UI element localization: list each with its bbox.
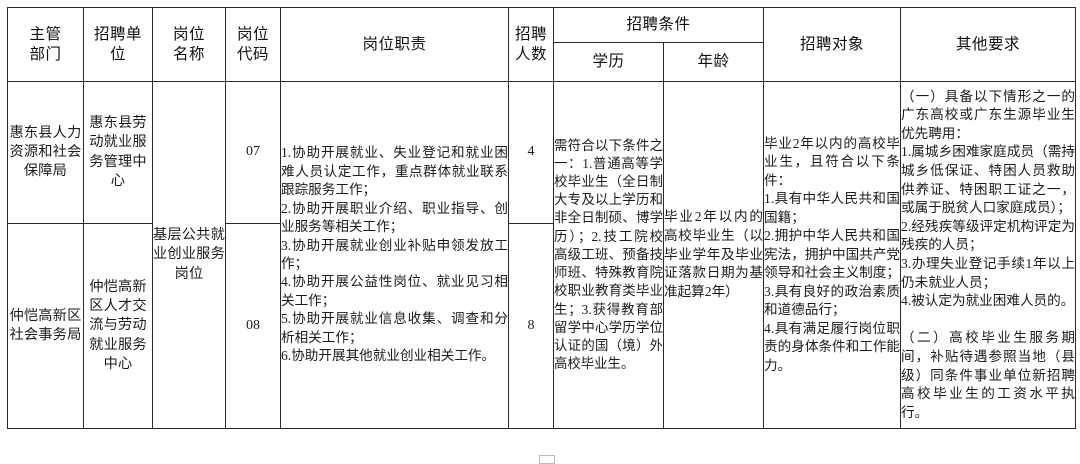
table-row: 仲恺高新区社会事务局 仲恺高新区人才交流与劳动就业服务中心 08 8 — [7, 223, 1076, 429]
cell-dept-2: 仲恺高新区社会事务局 — [7, 223, 84, 429]
header-dept: 主管 部门 — [7, 7, 84, 82]
table-header: 主管 部门 招聘单 位 岗位 名称 岗位 代码 岗位职责 招聘 人数 招聘条件 … — [7, 7, 1077, 82]
header-row-sub: 学历 年龄 — [8, 42, 1076, 82]
cell-post-code-2: 08 — [225, 223, 281, 429]
cell-post-code-1: 07 — [225, 81, 281, 224]
cell-unit-1: 惠东县劳动就业服务管理中心 — [83, 81, 153, 224]
header-age: 年龄 — [662, 42, 765, 82]
cell-headcount-1: 4 — [508, 81, 554, 224]
header-headcount: 招聘 人数 — [508, 7, 554, 82]
cell-unit-2: 仲恺高新区人才交流与劳动就业服务中心 — [83, 223, 153, 429]
cell-post-name: 基层公共就业创业服务岗位 — [152, 81, 226, 429]
header-row-top: 主管 部门 招聘单 位 岗位 名称 岗位 代码 岗位职责 招聘 人数 招聘条件 … — [7, 7, 1077, 82]
header-unit: 招聘单 位 — [83, 7, 153, 82]
cell-headcount-2: 8 — [508, 223, 554, 429]
table-body: 惠东县人力资源和社会保障局 惠东县劳动就业服务管理中心 基层公共就业创业服务岗位… — [7, 81, 1077, 429]
header-duties: 岗位职责 — [280, 7, 509, 82]
recruitment-table: 主管 部门 招聘单 位 岗位 名称 岗位 代码 岗位职责 招聘 人数 招聘条件 … — [7, 7, 1077, 429]
header-education: 学历 — [553, 42, 664, 82]
cell-target: 毕业2年以内的高校毕业生，且符合以下条件： 1.具有中华人民共和国国籍； 2.拥… — [763, 81, 902, 429]
header-conditions-group: 招聘条件 — [552, 7, 765, 43]
cell-duties: 1.协助开展就业、失业登记和就业困难人员认定工作，重点群体就业联系跟踪服务工作；… — [280, 81, 509, 429]
cell-education: 需符合以下条件之一：1.普通高等学校毕业生（全日制大专及以上学历和非全日制硕、博… — [553, 81, 664, 429]
cell-age: 毕业2年以内的高校毕业生（以毕业学年及毕业证落款日期为基准起算2年） — [662, 81, 765, 429]
header-post-code: 岗位 代码 — [225, 7, 281, 82]
header-other: 其他要求 — [900, 7, 1077, 82]
page-footer-mark — [539, 455, 555, 464]
header-target: 招聘对象 — [763, 7, 902, 82]
cell-other: （一）具备以下情形之一的广东高校或广东生源毕业生优先聘用： 1.属城乡困难家庭成… — [900, 81, 1077, 429]
header-post-name: 岗位 名称 — [152, 7, 226, 82]
cell-dept-1: 惠东县人力资源和社会保障局 — [7, 81, 84, 224]
table-row: 惠东县人力资源和社会保障局 惠东县劳动就业服务管理中心 基层公共就业创业服务岗位… — [7, 81, 1077, 429]
